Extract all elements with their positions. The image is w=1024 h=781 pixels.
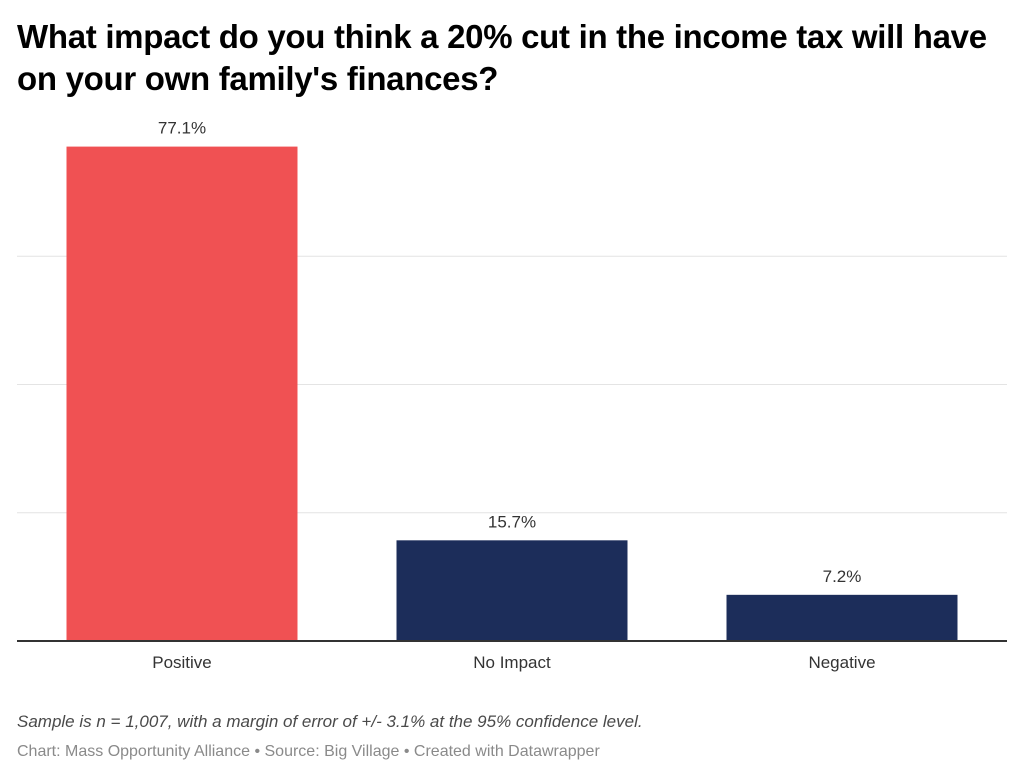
data-label: 7.2%: [823, 567, 862, 586]
bars: [66, 146, 958, 641]
byline-separator: •: [399, 743, 414, 760]
category-label: Negative: [808, 653, 875, 672]
chart-byline: Chart: Mass Opportunity Alliance • Sourc…: [17, 743, 600, 761]
source-credit: Source: Big Village: [264, 743, 400, 760]
data-label: 15.7%: [488, 512, 536, 531]
data-labels: 77.1% 15.7% 7.2%: [158, 119, 861, 586]
category-label: Positive: [152, 653, 212, 672]
chart-title: What impact do you think a 20% cut in th…: [17, 18, 987, 97]
chart-notes: Sample is n = 1,007, with a margin of er…: [17, 712, 643, 731]
bar-positive: [66, 146, 298, 641]
chart-credit: Chart: Mass Opportunity Alliance: [17, 743, 250, 760]
bar-negative: [726, 594, 958, 641]
bar-no-impact: [396, 540, 628, 641]
category-labels: Positive No Impact Negative: [152, 653, 875, 672]
tool-credit: Created with Datawrapper: [413, 743, 600, 760]
byline-separator: •: [250, 743, 265, 760]
data-label: 77.1%: [158, 119, 206, 138]
bar-chart: 77.1% 15.7% 7.2% Positive No Impact Negative: [17, 119, 1007, 672]
category-label: No Impact: [473, 653, 551, 672]
